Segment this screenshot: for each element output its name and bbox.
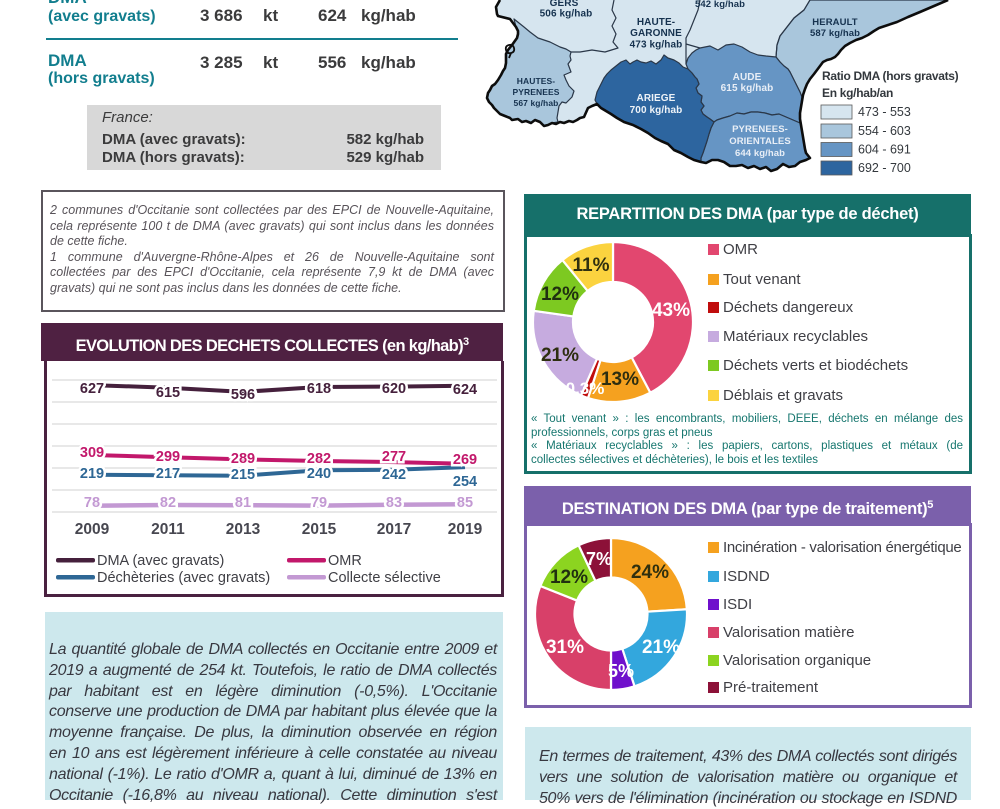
- svg-text:2009: 2009: [75, 521, 110, 538]
- svg-text:299: 299: [156, 449, 180, 465]
- svg-text:GERS: GERS: [550, 0, 579, 9]
- svg-text:HAUTE-: HAUTE-: [637, 17, 675, 28]
- svg-text:2015: 2015: [302, 521, 337, 538]
- svg-text:ORIENTALES: ORIENTALES: [729, 136, 791, 147]
- svg-text:Déchèteries (avec gravats): Déchèteries (avec gravats): [97, 570, 270, 586]
- svg-text:21%: 21%: [541, 345, 579, 366]
- svg-text:618: 618: [307, 381, 331, 397]
- svg-text:506 kg/hab: 506 kg/hab: [540, 9, 593, 20]
- svg-text:254: 254: [453, 474, 477, 490]
- svg-text:11%: 11%: [573, 255, 610, 276]
- svg-text:620: 620: [382, 381, 406, 397]
- svg-text:78: 78: [84, 495, 100, 511]
- svg-text:627: 627: [80, 381, 104, 397]
- svg-text:2011: 2011: [151, 521, 185, 538]
- svg-text:615: 615: [156, 385, 180, 401]
- svg-text:GARONNE: GARONNE: [630, 28, 682, 39]
- svg-text:604 - 691: 604 - 691: [858, 143, 911, 157]
- svg-text:217: 217: [156, 466, 180, 482]
- svg-text:587 kg/hab: 587 kg/hab: [810, 28, 860, 39]
- svg-text:HERAULT: HERAULT: [812, 17, 857, 28]
- svg-text:31%: 31%: [546, 637, 584, 658]
- svg-text:7%: 7%: [586, 549, 612, 569]
- svg-text:624: 624: [453, 382, 477, 398]
- svg-text:277: 277: [382, 449, 406, 465]
- svg-text:21%: 21%: [642, 637, 680, 658]
- svg-text:219: 219: [80, 466, 104, 482]
- svg-text:82: 82: [160, 495, 176, 511]
- svg-text:HAUTES-: HAUTES-: [517, 76, 556, 86]
- svg-text:DMA (avec gravats): DMA (avec gravats): [97, 553, 224, 569]
- svg-text:309: 309: [80, 445, 104, 461]
- svg-text:12%: 12%: [541, 284, 579, 305]
- svg-text:13%: 13%: [601, 369, 639, 390]
- svg-text:0,3%: 0,3%: [566, 379, 605, 398]
- svg-text:2013: 2013: [226, 521, 261, 538]
- svg-text:700 kg/hab: 700 kg/hab: [630, 105, 683, 116]
- svg-text:PYRENEES: PYRENEES: [512, 87, 559, 97]
- svg-text:240: 240: [307, 466, 331, 482]
- svg-text:83: 83: [386, 495, 402, 511]
- svg-text:289: 289: [231, 451, 255, 467]
- svg-text:692 - 700: 692 - 700: [858, 161, 911, 175]
- svg-text:85: 85: [457, 495, 473, 511]
- svg-text:43%: 43%: [652, 300, 690, 321]
- svg-text:En kg/hab/an: En kg/hab/an: [822, 86, 893, 100]
- svg-text:2017: 2017: [377, 521, 411, 538]
- svg-text:PYRENEES-: PYRENEES-: [732, 124, 788, 135]
- svg-text:81: 81: [235, 495, 251, 511]
- svg-text:567 kg/hab: 567 kg/hab: [514, 98, 559, 108]
- svg-text:OMR: OMR: [328, 553, 362, 569]
- svg-text:615 kg/hab: 615 kg/hab: [721, 83, 774, 94]
- svg-text:282: 282: [307, 451, 331, 467]
- svg-text:473 kg/hab: 473 kg/hab: [630, 40, 683, 51]
- svg-text:ARIEGE: ARIEGE: [637, 93, 676, 104]
- svg-text:5%: 5%: [608, 661, 634, 681]
- svg-text:12%: 12%: [550, 567, 588, 588]
- svg-text:644 kg/hab: 644 kg/hab: [735, 148, 785, 159]
- svg-text:242: 242: [382, 467, 406, 483]
- svg-text:269: 269: [453, 452, 477, 468]
- svg-text:2019: 2019: [448, 521, 483, 538]
- svg-text:AUDE: AUDE: [733, 72, 762, 83]
- svg-text:79: 79: [311, 495, 327, 511]
- svg-text:Ratio DMA (hors gravats): Ratio DMA (hors gravats): [822, 69, 959, 83]
- svg-text:554 - 603: 554 - 603: [858, 124, 911, 138]
- svg-text:Collecte sélective: Collecte sélective: [328, 570, 441, 586]
- svg-text:596: 596: [231, 387, 255, 403]
- svg-text:473 - 553: 473 - 553: [858, 105, 911, 119]
- svg-text:215: 215: [231, 467, 255, 483]
- svg-text:24%: 24%: [631, 562, 669, 583]
- svg-text:542 kg/hab: 542 kg/hab: [695, 0, 745, 10]
